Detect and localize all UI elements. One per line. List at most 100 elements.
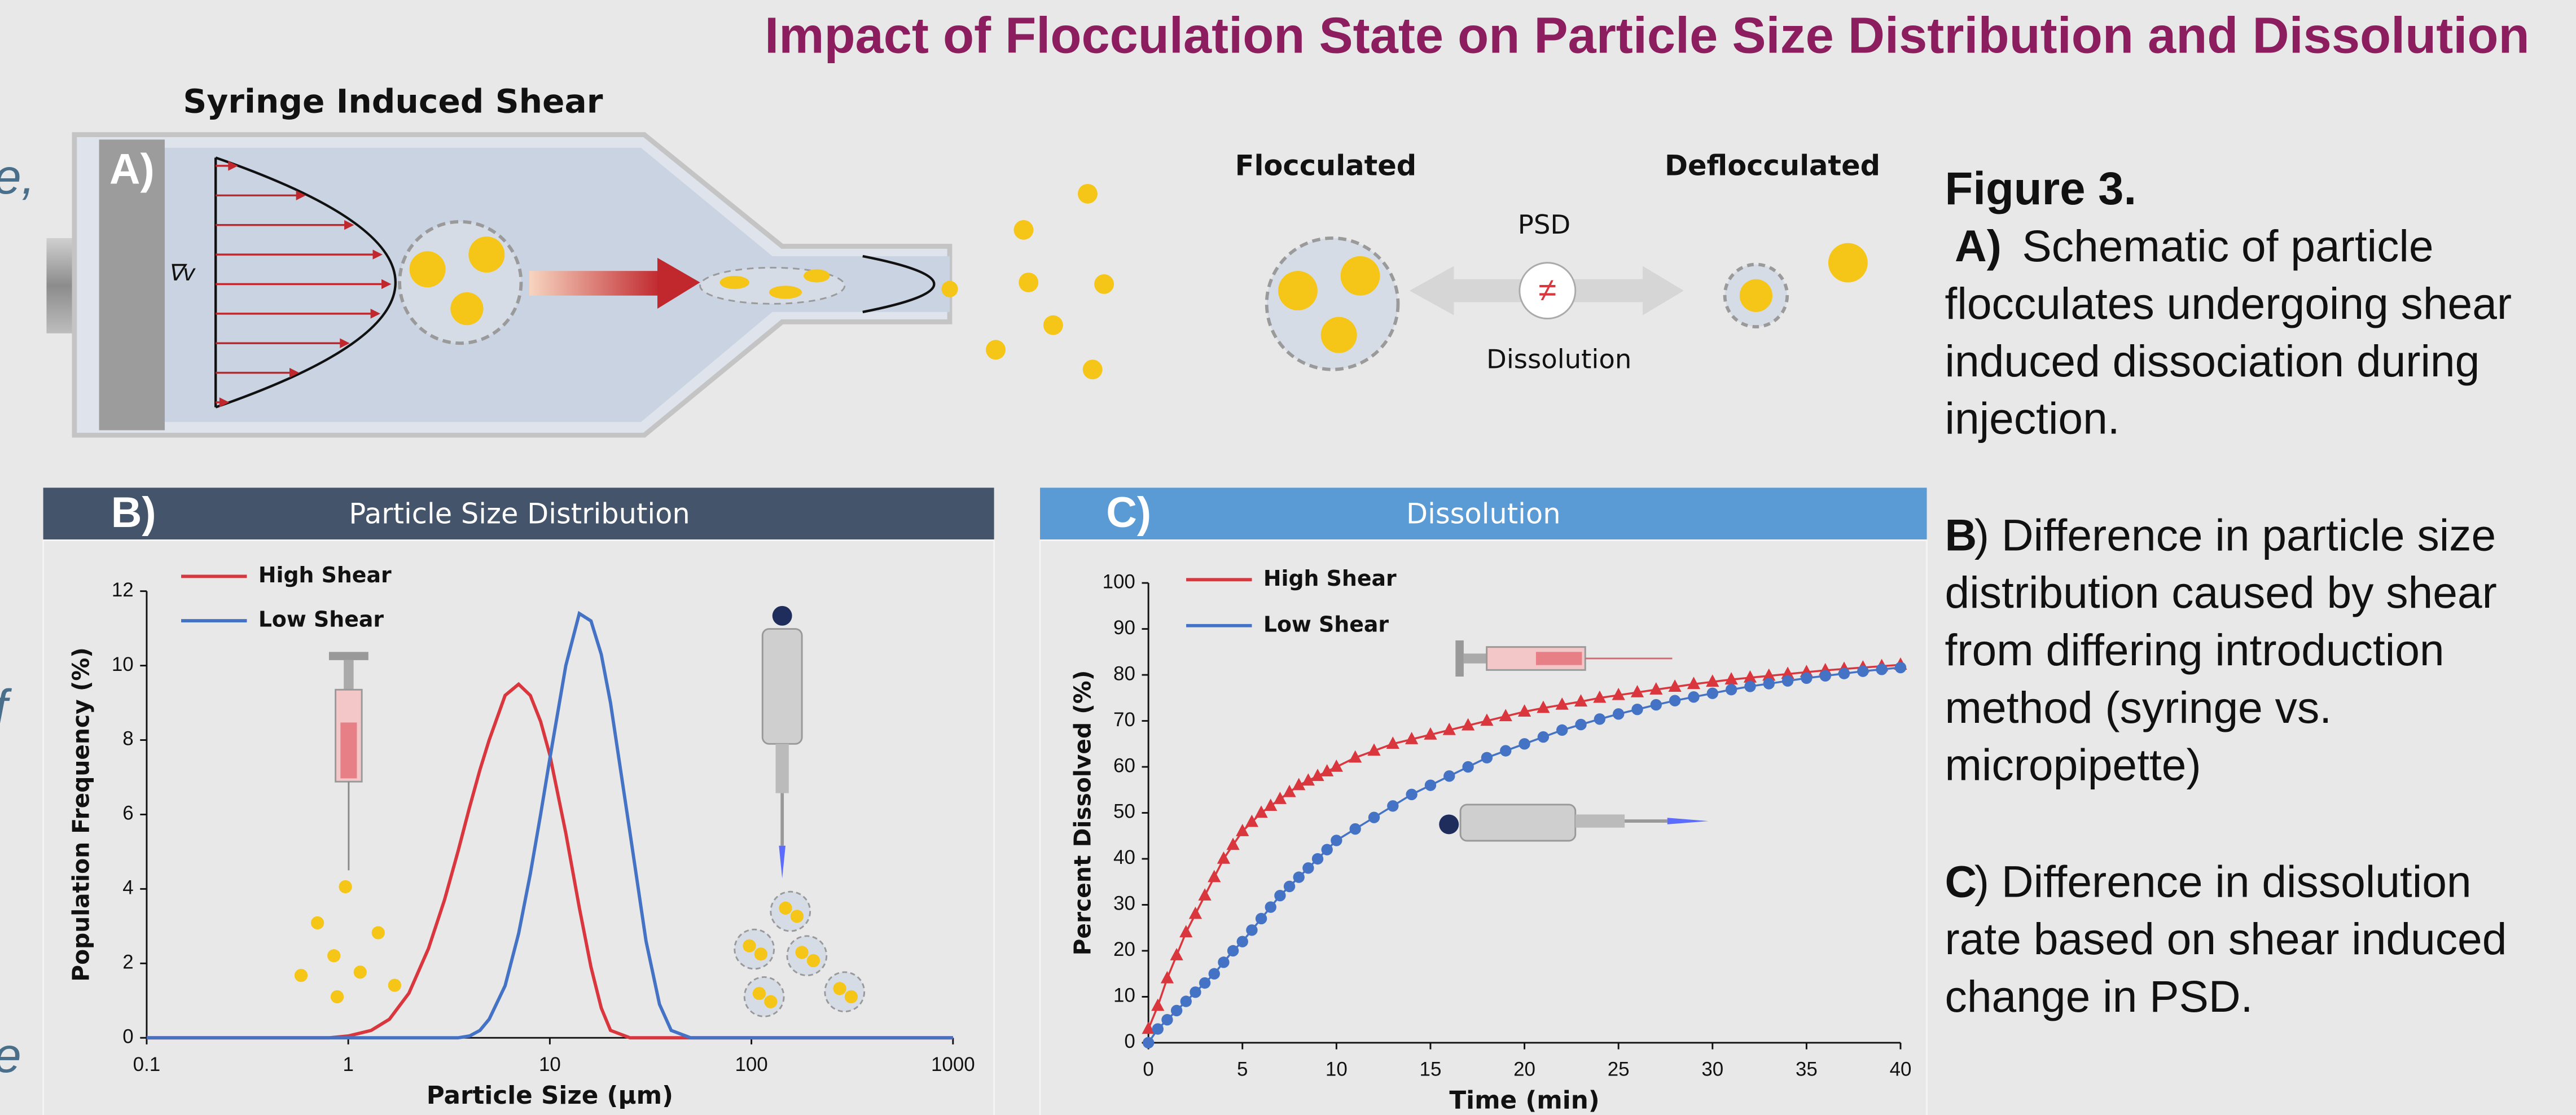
particle bbox=[986, 340, 1006, 359]
particle bbox=[791, 910, 804, 923]
y-tick-label: 0 bbox=[1124, 1030, 1135, 1052]
x-tick-label: 35 bbox=[1796, 1059, 1818, 1081]
edge-text: e bbox=[0, 1028, 21, 1083]
marker bbox=[1152, 1023, 1164, 1034]
marker bbox=[1171, 1005, 1182, 1016]
x-axis-label: Time (min) bbox=[1449, 1086, 1599, 1115]
y-tick-label: 20 bbox=[1113, 938, 1135, 960]
y-axis-label: Population Frequency (%) bbox=[67, 647, 94, 982]
poster-title: Impact of Flocculation State on Particle… bbox=[765, 7, 2529, 64]
marker bbox=[1246, 924, 1257, 936]
x-axis-label: Particle Size (μm) bbox=[427, 1081, 673, 1110]
figure-label: Figure 3. bbox=[1945, 163, 2137, 214]
marker bbox=[1782, 675, 1793, 686]
y-tick-label: 100 bbox=[1103, 570, 1135, 592]
particle bbox=[295, 969, 308, 982]
marker bbox=[1237, 936, 1248, 947]
marker bbox=[1801, 673, 1812, 684]
legend-label: High Shear bbox=[1263, 566, 1397, 591]
x-tick-label: 1000 bbox=[931, 1053, 975, 1076]
particle bbox=[807, 954, 820, 967]
marker bbox=[1265, 901, 1276, 912]
x-tick-label: 0.1 bbox=[133, 1053, 161, 1076]
marker bbox=[1556, 725, 1568, 736]
particle bbox=[1019, 273, 1038, 292]
marker bbox=[1368, 811, 1380, 823]
caption-label: C bbox=[1945, 857, 1977, 906]
caption-line: micropipette) bbox=[1945, 740, 2201, 790]
marker bbox=[1274, 890, 1285, 901]
caption-line: Schematic of particle bbox=[2022, 221, 2433, 271]
marker bbox=[1227, 945, 1239, 956]
marker bbox=[1688, 691, 1699, 703]
x-tick-label: 0 bbox=[1143, 1059, 1153, 1081]
panel-title: Particle Size Distribution bbox=[349, 497, 690, 530]
panel-label: A) bbox=[109, 146, 155, 194]
x-tick-label: 5 bbox=[1237, 1059, 1248, 1081]
flow-arrow bbox=[529, 271, 661, 296]
y-tick-label: 60 bbox=[1113, 754, 1135, 776]
x-tick-label: 25 bbox=[1608, 1059, 1630, 1081]
caption-label: B bbox=[1945, 510, 1977, 560]
caption-label: A) bbox=[1955, 221, 2002, 271]
marker bbox=[1519, 738, 1530, 749]
caption-line: ) Difference in particle size bbox=[1974, 510, 2496, 560]
particle bbox=[804, 269, 830, 282]
y-tick-label: 70 bbox=[1113, 709, 1135, 731]
x-tick-label: 40 bbox=[1890, 1059, 1912, 1081]
marker bbox=[1443, 770, 1455, 782]
schematic-title: Syringe Induced Shear bbox=[183, 82, 603, 120]
state-label: Flocculated bbox=[1235, 149, 1417, 182]
marker bbox=[1256, 913, 1267, 924]
particle bbox=[941, 281, 958, 297]
particle bbox=[410, 251, 446, 287]
y-tick-label: 10 bbox=[112, 653, 134, 675]
caption-line: distribution caused by shear bbox=[1945, 568, 2497, 617]
particle bbox=[1014, 220, 1034, 240]
dissolution-label: Dissolution bbox=[1486, 344, 1631, 375]
marker bbox=[1726, 684, 1737, 695]
x-tick-label: 15 bbox=[1420, 1059, 1442, 1081]
particle bbox=[1094, 274, 1114, 294]
marker bbox=[1387, 800, 1398, 811]
particle bbox=[311, 916, 324, 929]
y-tick-label: 12 bbox=[112, 579, 134, 601]
marker bbox=[1538, 731, 1549, 743]
marker bbox=[1406, 789, 1417, 800]
particle bbox=[450, 292, 483, 325]
marker bbox=[1209, 968, 1220, 980]
marker bbox=[1331, 835, 1342, 846]
edge-text: e, bbox=[0, 149, 35, 204]
caption-line: injection. bbox=[1945, 394, 2120, 444]
particle bbox=[354, 965, 367, 978]
particle bbox=[372, 926, 385, 939]
panel-label: B) bbox=[111, 489, 156, 537]
marker bbox=[1181, 995, 1192, 1007]
particle bbox=[754, 947, 767, 960]
particle bbox=[1740, 279, 1772, 312]
marker bbox=[1322, 844, 1333, 855]
caption-line: induced dissociation during bbox=[1945, 336, 2480, 386]
marker bbox=[1575, 719, 1586, 730]
y-tick-label: 10 bbox=[1113, 985, 1135, 1007]
marker bbox=[1857, 665, 1868, 677]
legend-label: High Shear bbox=[258, 563, 392, 587]
particle bbox=[779, 902, 792, 915]
marker bbox=[1651, 699, 1662, 710]
y-tick-label: 50 bbox=[1113, 801, 1135, 823]
marker bbox=[1143, 1037, 1154, 1048]
marker bbox=[1707, 687, 1718, 699]
particle bbox=[764, 995, 777, 1008]
panel-title: Dissolution bbox=[1406, 497, 1561, 530]
marker bbox=[1838, 668, 1850, 679]
particle bbox=[331, 990, 344, 1003]
x-tick-label: 10 bbox=[1326, 1059, 1348, 1081]
y-tick-label: 2 bbox=[122, 951, 133, 973]
marker bbox=[1631, 704, 1643, 715]
neq-symbol: ≠ bbox=[1538, 271, 1556, 308]
particle bbox=[327, 949, 340, 962]
legend-label: Low Shear bbox=[258, 607, 384, 632]
marker bbox=[1763, 678, 1775, 689]
particle bbox=[795, 946, 808, 959]
caption-line: ) Difference in dissolution bbox=[1974, 857, 2472, 906]
